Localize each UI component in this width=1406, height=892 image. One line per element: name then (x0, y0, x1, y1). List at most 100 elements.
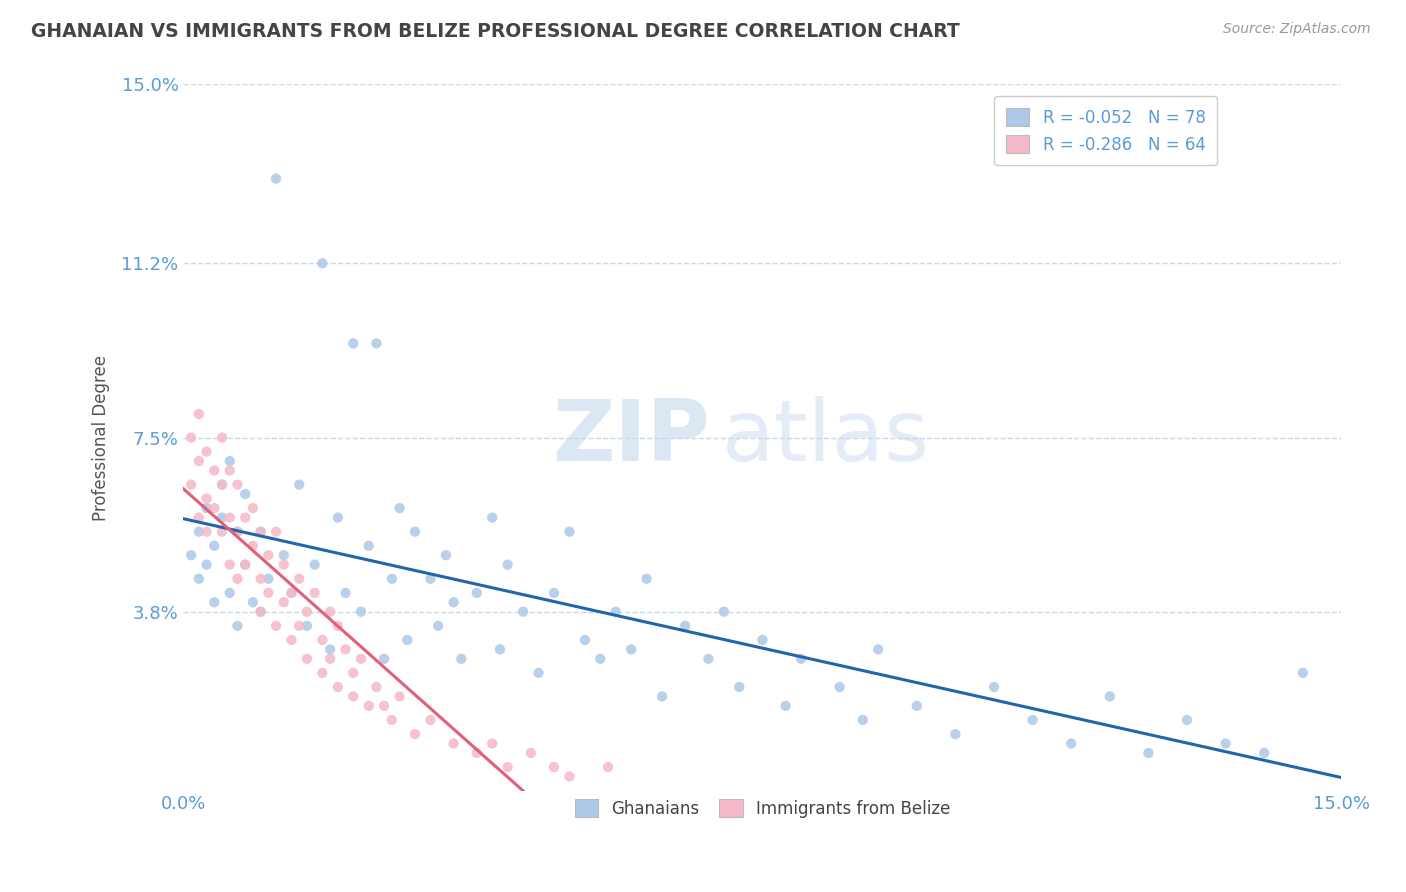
Point (195, 491, 218, 506)
Point (211, 477, 233, 491)
Point (288, 572, 311, 586)
Point (295, 619, 318, 633)
Point (728, 680, 751, 694)
Point (651, 690, 673, 704)
Point (605, 605, 627, 619)
Point (288, 619, 311, 633)
Point (295, 605, 318, 619)
Y-axis label: Professional Degree: Professional Degree (93, 354, 110, 521)
Point (342, 665, 364, 680)
Point (202, 501, 225, 516)
Point (242, 539, 264, 553)
Point (187, 407, 209, 421)
Point (304, 586, 326, 600)
Point (496, 760, 519, 774)
Point (373, 698, 395, 713)
Point (489, 642, 512, 657)
Point (218, 510, 240, 524)
Point (1021, 713, 1043, 727)
Point (636, 572, 658, 586)
Point (1175, 713, 1198, 727)
Point (233, 487, 256, 501)
Point (326, 619, 349, 633)
Point (366, 680, 388, 694)
Point (775, 698, 797, 713)
Point (280, 632, 302, 647)
Point (388, 690, 411, 704)
Point (450, 652, 472, 666)
Point (202, 463, 225, 477)
Point (180, 548, 202, 562)
Point (1060, 737, 1083, 751)
Point (983, 680, 1005, 694)
Point (211, 510, 233, 524)
Point (434, 548, 457, 562)
Point (233, 558, 256, 572)
Point (868, 642, 890, 657)
Point (211, 524, 233, 539)
Point (558, 769, 581, 783)
Point (218, 586, 240, 600)
Point (187, 510, 209, 524)
Point (366, 336, 388, 351)
Point (202, 539, 225, 553)
Text: GHANAIAN VS IMMIGRANTS FROM BELIZE PROFESSIONAL DEGREE CORRELATION CHART: GHANAIAN VS IMMIGRANTS FROM BELIZE PROFE… (31, 22, 960, 41)
Point (226, 477, 249, 491)
Point (543, 586, 565, 600)
Point (264, 171, 287, 186)
Point (218, 463, 240, 477)
Point (381, 713, 404, 727)
Point (589, 652, 612, 666)
Point (242, 501, 264, 516)
Point (697, 652, 720, 666)
Point (481, 737, 503, 751)
Point (319, 605, 342, 619)
Point (335, 642, 357, 657)
Point (264, 619, 287, 633)
Point (273, 558, 295, 572)
Point (465, 586, 488, 600)
Point (905, 698, 928, 713)
Point (311, 256, 333, 270)
Point (574, 632, 596, 647)
Text: atlas: atlas (721, 396, 929, 479)
Point (357, 698, 380, 713)
Point (443, 595, 465, 609)
Point (357, 539, 380, 553)
Point (195, 501, 218, 516)
Point (388, 501, 411, 516)
Point (319, 642, 342, 657)
Point (751, 632, 773, 647)
Point (218, 558, 240, 572)
Point (187, 524, 209, 539)
Point (226, 524, 249, 539)
Point (373, 652, 395, 666)
Point (180, 477, 202, 491)
Point (211, 477, 233, 491)
Point (280, 586, 302, 600)
Point (249, 524, 271, 539)
Point (249, 605, 271, 619)
Point (396, 632, 419, 647)
Point (620, 642, 643, 657)
Point (218, 454, 240, 468)
Point (326, 680, 349, 694)
Point (249, 605, 271, 619)
Point (211, 430, 233, 444)
Point (419, 713, 441, 727)
Point (381, 572, 404, 586)
Point (1137, 746, 1160, 760)
Point (295, 652, 318, 666)
Point (180, 430, 202, 444)
Point (713, 605, 735, 619)
Point (187, 454, 209, 468)
Point (496, 558, 519, 572)
Point (242, 595, 264, 609)
Point (226, 619, 249, 633)
Point (520, 746, 543, 760)
Point (187, 572, 209, 586)
Point (443, 737, 465, 751)
Point (596, 760, 619, 774)
Point (233, 558, 256, 572)
Point (311, 665, 333, 680)
